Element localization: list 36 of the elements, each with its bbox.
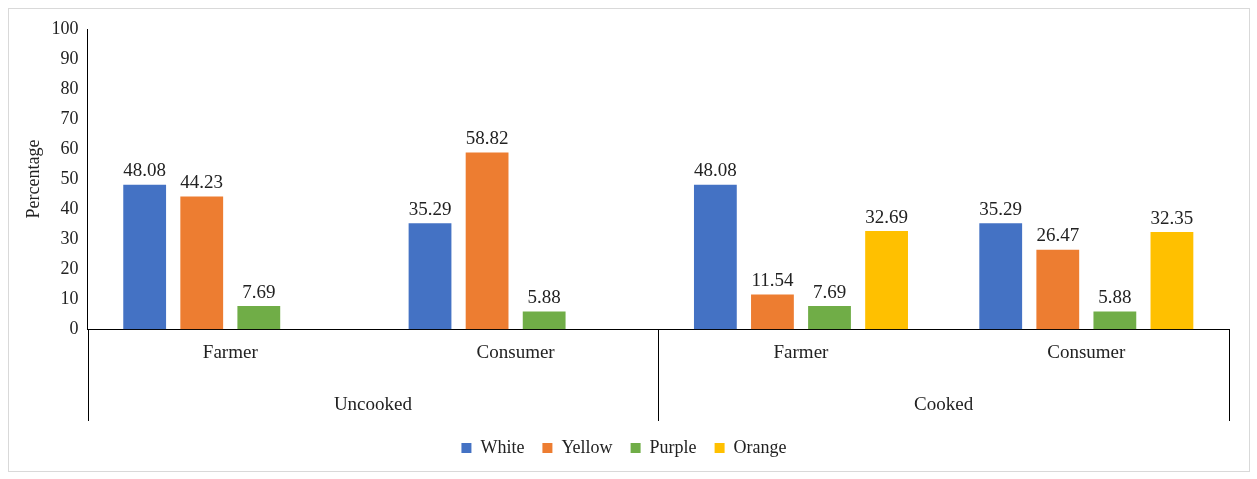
data-label: 35.29 xyxy=(979,197,1023,219)
y-tick-label: 80 xyxy=(60,77,79,98)
data-label: 5.88 xyxy=(1098,286,1132,308)
y-tick-label: 20 xyxy=(60,257,79,278)
data-label: 32.35 xyxy=(1150,206,1194,228)
y-tick-label: 10 xyxy=(60,287,79,308)
data-label: 48.08 xyxy=(693,159,737,181)
y-tick-label: 60 xyxy=(60,137,79,158)
x-tick-label: Consumer xyxy=(1047,340,1127,362)
text: Uncooked xyxy=(333,393,413,415)
data-label: 48.08 xyxy=(123,159,167,181)
data-label: 7.69 xyxy=(242,280,276,302)
y-tick-label: 30 xyxy=(60,227,79,248)
x-tick-label: Farmer xyxy=(202,340,259,362)
legend-label: Yellow xyxy=(561,436,613,457)
y-tick-label: 0 xyxy=(69,317,79,338)
y-tick-label: 100 xyxy=(51,17,79,38)
y-tick-label: 90 xyxy=(60,47,79,68)
y-tick-label: 70 xyxy=(60,107,79,128)
data-label: 5.88 xyxy=(527,286,561,308)
data-label: 11.54 xyxy=(751,269,794,291)
data-label: 58.82 xyxy=(465,127,509,149)
data-label: 7.69 xyxy=(812,280,847,302)
legend-label: White xyxy=(480,436,525,457)
y-axis-title: Percentage xyxy=(22,139,43,219)
data-label: 26.47 xyxy=(1036,224,1080,246)
data-label: 35.29 xyxy=(408,197,452,219)
legend-label: Orange xyxy=(733,436,787,457)
data-label: 32.69 xyxy=(865,205,908,227)
x-tick-label: Farmer xyxy=(773,340,830,362)
x-tick-label: Consumer xyxy=(476,340,556,362)
y-tick-label: 40 xyxy=(60,197,79,218)
legend-label: Purple xyxy=(649,436,697,457)
data-label: 44.23 xyxy=(180,170,224,192)
text: Cooked xyxy=(914,393,974,415)
y-tick-label: 50 xyxy=(60,167,79,188)
